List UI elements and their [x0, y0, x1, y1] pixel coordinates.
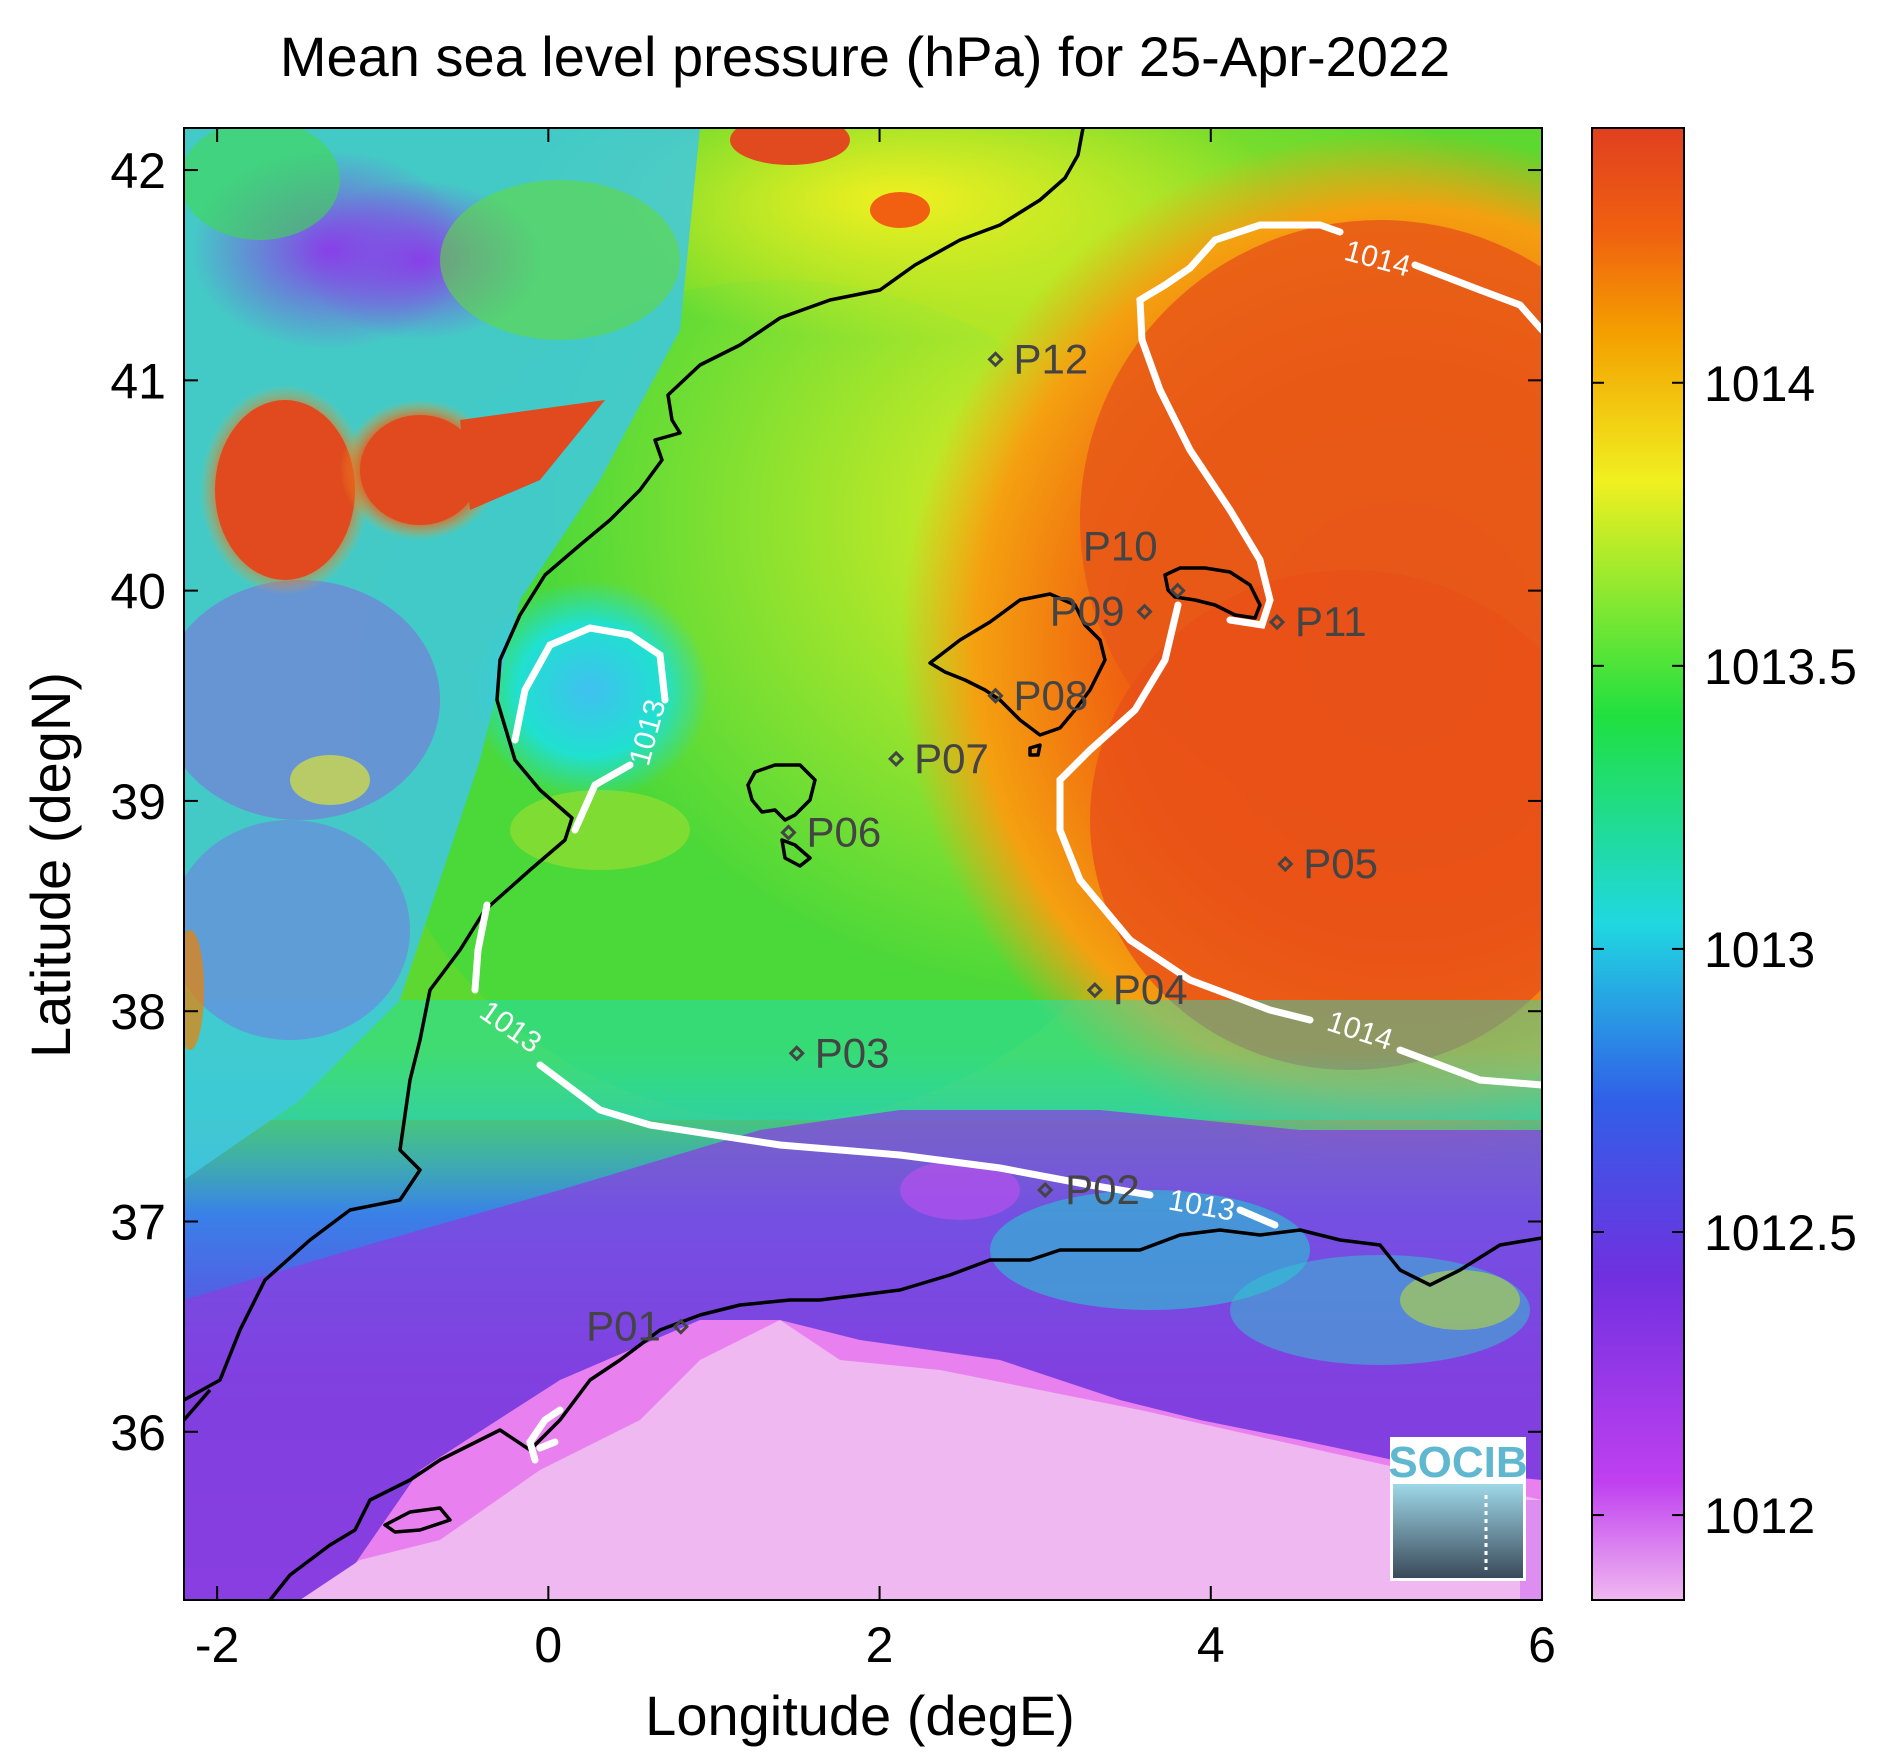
x-tick-label: 2 — [866, 1617, 894, 1673]
station-label: P06 — [806, 808, 881, 855]
x-tick-label: 6 — [1528, 1617, 1556, 1673]
colorbar: 1012 1012.5 1013 1013.5 1014 — [1591, 127, 1857, 1601]
station-label: P09 — [1050, 588, 1125, 635]
x-axis-label: Longitude (degE) — [645, 1684, 1075, 1747]
colorbar-tick-label: 1013 — [1704, 922, 1815, 978]
logo-text: SOCIB — [1388, 1438, 1527, 1487]
coastlines — [184, 128, 1542, 1600]
station-points: P01 P02 P03 P04 P05 P06 P07 P08 P09 P10 P11 P12 — [586, 335, 1378, 1349]
y-axis: 36 37 38 39 40 41 42 — [110, 143, 1542, 1461]
station-label: P07 — [914, 735, 989, 782]
isobar-1014-inner — [1056, 601, 1314, 1024]
station-marker — [1086, 982, 1103, 999]
x-tick-label: -2 — [195, 1617, 239, 1673]
station-label: P04 — [1113, 966, 1188, 1013]
colorbar-tick-label: 1013.5 — [1704, 639, 1857, 695]
station-marker — [1277, 855, 1294, 873]
station-marker — [987, 351, 1004, 368]
y-axis-label: Latitude (degN) — [19, 672, 82, 1058]
y-tick-label: 39 — [110, 774, 166, 830]
station-label: P05 — [1303, 840, 1378, 887]
colorbar-tick-label: 1012.5 — [1704, 1205, 1857, 1261]
station-marker — [1268, 614, 1286, 631]
isobar-1013-loop-b — [571, 761, 634, 834]
y-tick-label: 40 — [110, 564, 166, 620]
station-label: P12 — [1013, 335, 1088, 382]
isobar-labels: 1013 1013 1013 1014 1014 — [474, 234, 1414, 1227]
station-marker — [1037, 1181, 1054, 1199]
isobar-1014-north-b — [1411, 261, 1542, 334]
station-label: P03 — [815, 1029, 890, 1076]
chart-title: Mean sea level pressure (hPa) for 25-Apr… — [280, 25, 1450, 88]
isobars — [471, 221, 1542, 1464]
socib-logo: SOCIB — [1388, 1437, 1528, 1581]
station-marker — [1169, 582, 1186, 599]
station-marker — [888, 750, 905, 767]
y-tick-label: 41 — [110, 353, 166, 409]
map-frame — [183, 127, 1543, 1601]
station-marker — [780, 824, 797, 841]
x-tick-label: 4 — [1197, 1617, 1225, 1673]
isobar-1013-south — [536, 1061, 1154, 1199]
isobar-1014-inner-b — [1396, 1046, 1542, 1089]
isobar-1013-africa — [536, 1438, 559, 1452]
station-label: P01 — [586, 1303, 661, 1350]
y-tick-label: 38 — [110, 984, 166, 1040]
isobar-1014-north — [1186, 221, 1344, 272]
y-tick-label: 42 — [110, 143, 166, 199]
y-tick-label: 36 — [110, 1405, 166, 1461]
station-label: P08 — [1013, 672, 1088, 719]
x-tick-label: 0 — [534, 1617, 562, 1673]
station-marker — [788, 1045, 805, 1062]
isobar-1013-west — [471, 901, 491, 994]
station-label: P11 — [1295, 598, 1367, 645]
station-marker — [987, 687, 1004, 704]
x-axis: -2 0 2 4 6 — [195, 128, 1556, 1673]
colorbar-tick-label: 1014 — [1704, 356, 1815, 412]
station-label: P10 — [1083, 523, 1158, 570]
y-tick-label: 37 — [110, 1194, 166, 1250]
station-marker — [1136, 603, 1153, 620]
pressure-field — [184, 128, 1542, 1600]
station-label: P02 — [1065, 1166, 1140, 1213]
colorbar-ticks: 1012 1012.5 1013 1013.5 1014 — [1592, 356, 1857, 1544]
colorbar-gradient — [1591, 127, 1685, 1601]
station-marker — [672, 1318, 689, 1335]
colorbar-tick-label: 1012 — [1704, 1488, 1815, 1544]
isobar-1013-loop — [511, 624, 669, 744]
isobar-1013-africa-b — [526, 1406, 564, 1464]
isobar-1013-south-b — [1236, 1206, 1279, 1229]
isobar-1014-main — [1136, 264, 1274, 629]
